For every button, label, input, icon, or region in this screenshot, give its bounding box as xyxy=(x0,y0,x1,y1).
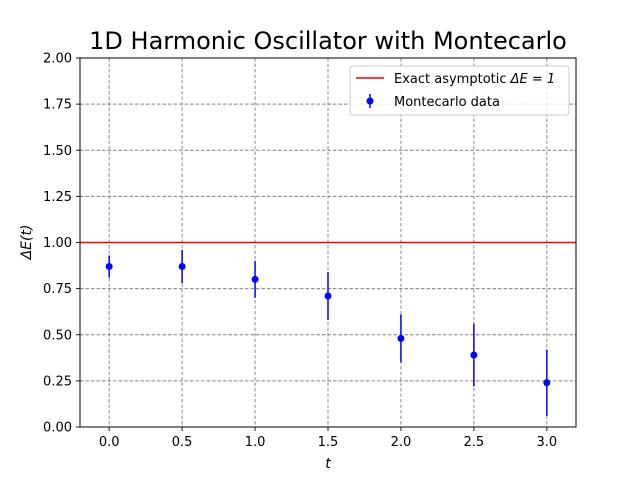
y-tick-label: 0.50 xyxy=(43,328,72,343)
x-axis: 0.0 0.5 1.0 1.5 2.0 2.5 3.0 xyxy=(99,427,557,450)
data-marker xyxy=(543,379,551,387)
x-tick-label: 3.0 xyxy=(536,435,557,450)
y-tick-label: 1.25 xyxy=(43,190,72,205)
legend: Exact asymptotic ΔE = 1 Montecarlo data xyxy=(349,65,570,116)
legend-box xyxy=(349,65,570,116)
data-point xyxy=(397,314,405,363)
data-marker xyxy=(251,275,259,283)
data-marker xyxy=(324,292,332,300)
data-point xyxy=(324,272,332,320)
chart-title: 1D Harmonic Oscillator with Montecarlo xyxy=(89,27,567,55)
y-tick-label: 0.00 xyxy=(43,421,72,436)
y-tick-label: 1.75 xyxy=(43,98,72,113)
x-axis-label: t xyxy=(325,456,331,472)
data-point xyxy=(105,255,113,278)
x-tick-label: 1.5 xyxy=(318,435,339,450)
data-point xyxy=(470,323,478,387)
y-axis: 0.00 0.25 0.50 0.75 1.00 1.25 1.50 1.75 2.00 xyxy=(43,52,80,436)
y-tick-label: 0.75 xyxy=(43,282,72,297)
legend-reference-line-math: ΔE = 1 xyxy=(510,72,556,87)
data-marker xyxy=(470,351,478,359)
series-layer xyxy=(105,249,551,416)
legend-reference-line-prefix: Exact asymptotic xyxy=(394,72,511,87)
y-tick-label: 0.25 xyxy=(43,374,72,389)
y-tick-label: 1.50 xyxy=(43,144,72,159)
x-tick-label: 2.5 xyxy=(464,435,485,450)
x-tick-label: 0.0 xyxy=(99,435,120,450)
data-point xyxy=(178,249,186,284)
legend-series-label: Montecarlo data xyxy=(394,95,500,110)
data-point xyxy=(251,260,259,298)
data-marker xyxy=(105,262,113,270)
y-axis-label: ΔE(t) xyxy=(19,225,35,261)
legend-reference-line-label: Exact asymptotic ΔE = 1 xyxy=(394,72,555,87)
data-marker xyxy=(397,334,405,342)
y-tick-label: 2.00 xyxy=(43,52,72,67)
legend-series-marker xyxy=(366,97,374,105)
x-tick-label: 0.5 xyxy=(172,435,193,450)
y-tick-label: 1.00 xyxy=(43,236,72,251)
x-tick-label: 2.0 xyxy=(391,435,412,450)
x-tick-label: 1.0 xyxy=(245,435,266,450)
data-point xyxy=(543,349,551,416)
data-marker xyxy=(178,262,186,270)
